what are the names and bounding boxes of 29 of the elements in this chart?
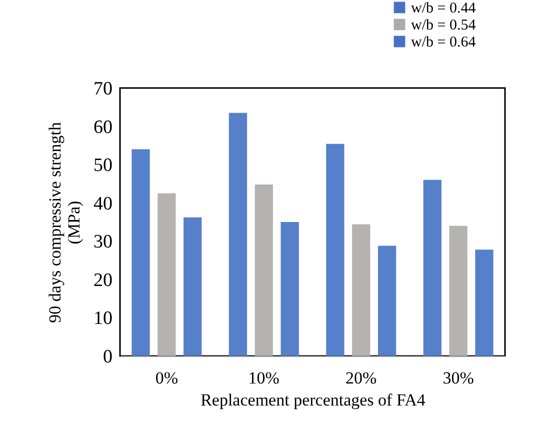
y-tick-label: 40 (94, 193, 112, 214)
bar (352, 224, 370, 356)
bar (158, 193, 176, 356)
bar (475, 250, 494, 356)
x-tick-label: 30% (442, 368, 474, 388)
bar (254, 184, 273, 356)
y-tick-label: 0 (103, 346, 112, 368)
legend-label: w/b = 0.54 (411, 18, 476, 34)
x-tick-label: 0% (155, 368, 178, 388)
y-tick-label: 30 (94, 232, 112, 253)
bar (228, 112, 248, 356)
legend-label: w/b = 0.64 (411, 34, 476, 50)
bar (378, 246, 396, 356)
bar (326, 144, 344, 356)
x-tick-label: 20% (346, 368, 377, 388)
legend-label: w/b = 0.44 (411, 0, 476, 16)
y-tick-label: 50 (94, 155, 112, 176)
y-tick-label: 20 (94, 270, 112, 291)
y-axis-title: 90 days compressive strength (MPa) (46, 122, 84, 323)
bar (423, 180, 442, 356)
bar (184, 217, 202, 356)
x-tick-label: 10% (248, 368, 280, 388)
y-tick-label: 60 (94, 116, 112, 138)
x-axis-title: Replacement percentages of FA4 (200, 390, 426, 410)
bar (449, 226, 468, 356)
y-tick-label: 10 (94, 308, 112, 330)
bar (132, 149, 150, 356)
y-tick-label: 70 (94, 78, 112, 100)
bar (280, 222, 299, 356)
